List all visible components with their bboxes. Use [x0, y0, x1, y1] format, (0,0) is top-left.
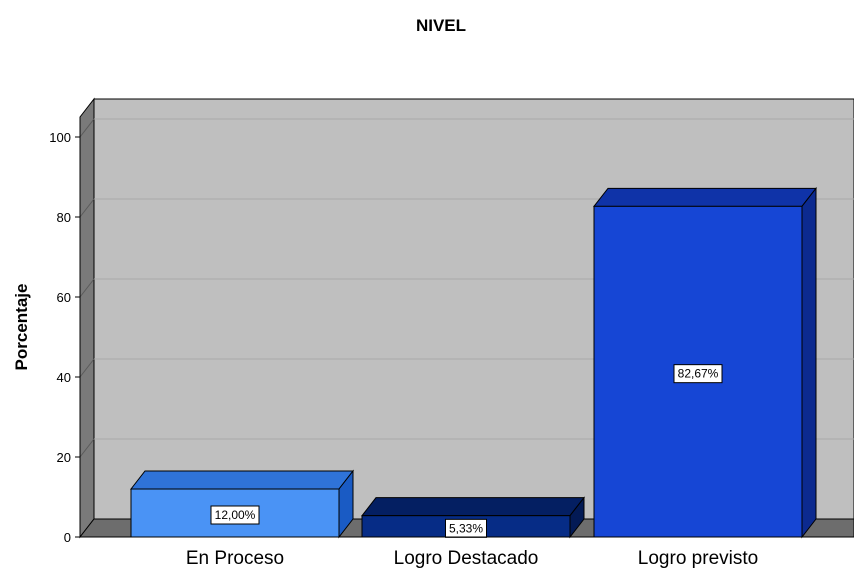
axes: 0 20 40 60 80 100 En Proceso Logro Destacado Log…: [49, 130, 854, 569]
data-label-box: [673, 364, 723, 384]
bar-top: [592, 187, 818, 207]
y-tick-label: 100: [49, 130, 71, 145]
x-category-label: En Proceso: [186, 548, 284, 569]
bar-top: [360, 497, 586, 517]
bar-1: [129, 469, 355, 539]
data-label-box: [210, 505, 260, 525]
side-wall: [79, 97, 95, 539]
bar-top: [129, 470, 355, 490]
bar-side: [801, 186, 817, 539]
side-gridline: [79, 358, 95, 378]
x-category-label: Logro previsto: [638, 548, 758, 569]
data-label: 12,00%: [215, 508, 256, 522]
chart-title: NIVEL: [416, 16, 466, 35]
y-tick-label: 80: [57, 210, 71, 225]
y-tick-label: 20: [57, 450, 71, 465]
x-category-label: Logro Destacado: [394, 548, 539, 569]
data-labels: 12,00% 5,33% 82,67%: [210, 364, 723, 538]
y-tick-label: 60: [57, 290, 71, 305]
side-gridline: [79, 198, 95, 218]
y-axis-label: Porcentaje: [12, 284, 31, 371]
side-gridline: [79, 438, 95, 458]
side-gridline: [79, 278, 95, 298]
bar-3: [592, 186, 818, 539]
y-tick-label: 0: [64, 530, 71, 545]
side-gridline: [79, 118, 95, 138]
y-tick-label: 40: [57, 370, 71, 385]
data-label: 5,33%: [449, 521, 483, 535]
data-label: 82,67%: [678, 367, 719, 381]
